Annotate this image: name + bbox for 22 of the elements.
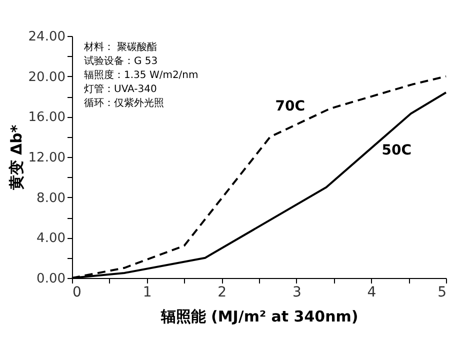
- series-label: 70C: [275, 98, 306, 115]
- y-tick-label: 8.00: [36, 190, 66, 206]
- x-axis-title: 辐照能 (MJ/m² at 340nm): [160, 308, 358, 326]
- y-axis-title: 黄变 Δb*: [7, 124, 26, 192]
- x-tick-label: 0: [72, 284, 82, 300]
- y-tick-label: 12.00: [28, 150, 66, 166]
- x-tick-label: 4: [367, 284, 376, 300]
- y-tick-label: 24.00: [28, 30, 66, 44]
- y-tick-label: 16.00: [28, 110, 66, 126]
- y-tick-label: 20.00: [28, 70, 66, 85]
- annotation: 材料： 聚碳酸酯: [83, 41, 158, 53]
- x-tick-label: 5: [438, 284, 446, 300]
- annotation: 灯管：UVA-340: [84, 83, 157, 95]
- annotation: 辐照度：1.35 W/m2/nm: [84, 69, 198, 81]
- series-label: 50C: [382, 142, 412, 158]
- y-tick-label: 4.00: [36, 231, 66, 246]
- annotation: 试验设备：G 53: [84, 55, 158, 67]
- y-tick-label: 0.00: [36, 272, 66, 286]
- annotation: 循环：仅紫外光照: [84, 97, 164, 109]
- x-tick-label: 3: [292, 284, 302, 300]
- x-tick-label: 1: [142, 284, 152, 300]
- x-tick-label: 2: [218, 284, 227, 300]
